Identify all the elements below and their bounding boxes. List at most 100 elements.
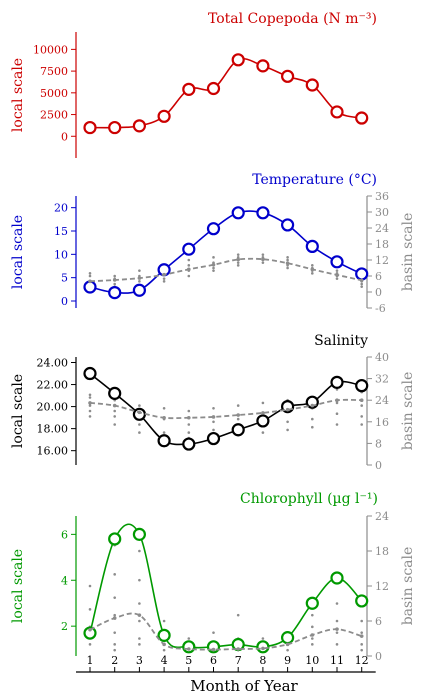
x-tick-label: 1	[87, 654, 94, 667]
x-tick-label: 11	[330, 654, 344, 667]
local-series-point	[83, 366, 97, 381]
left-tick-label: 15	[54, 225, 68, 238]
local-series-point	[108, 386, 122, 400]
basin-series-line	[89, 398, 362, 420]
basin-series-point	[112, 278, 117, 282]
local-series-point	[305, 78, 319, 92]
local-series-point	[231, 53, 245, 67]
local-series-point	[206, 222, 221, 236]
chart-title: Salinity	[314, 333, 368, 349]
basin-point	[311, 643, 314, 646]
basin-point	[360, 282, 364, 286]
local-series-line	[89, 523, 363, 649]
basin-point	[286, 420, 289, 424]
basin-point	[138, 602, 141, 605]
basin-series-point	[359, 398, 364, 403]
basin-series-point	[137, 410, 142, 415]
basin-point	[113, 596, 116, 599]
basin-point	[88, 409, 92, 413]
basin-point	[88, 415, 92, 418]
local-series-point	[83, 626, 97, 640]
local-series-point	[355, 267, 369, 281]
basin-series-point	[335, 398, 339, 403]
left-axis-label: local scale	[10, 549, 26, 623]
right-tick-label: 24	[375, 510, 389, 523]
basin-series-point	[211, 647, 216, 652]
left-tick-label: 2500	[40, 109, 68, 122]
panel-1: Temperature (°C) 0 5 10 15 20 local scale -6 0 6 1…	[10, 172, 416, 315]
basin-point	[360, 285, 364, 288]
basin-point	[236, 613, 240, 617]
local-series-point	[182, 242, 196, 256]
right-axis-label: basin scale	[400, 213, 416, 292]
x-tick-label: 9	[284, 654, 291, 667]
basin-point	[212, 428, 215, 432]
basin-point	[286, 258, 289, 262]
basin-series-point	[162, 415, 166, 420]
basin-point	[311, 425, 314, 429]
right-tick-label: 32	[375, 373, 389, 386]
chart-title: Total Copepoda (N m⁻³)	[208, 11, 377, 27]
right-tick-label: 30	[375, 206, 389, 219]
basin-series-point	[285, 642, 290, 647]
local-series-point	[108, 532, 122, 546]
basin-series-point	[236, 413, 240, 417]
basin-point	[187, 258, 191, 262]
left-tick-label: 4	[61, 574, 68, 587]
basin-series-point	[137, 276, 142, 280]
basin-point	[138, 619, 141, 623]
local-series-point	[132, 407, 146, 421]
basin-point	[261, 253, 265, 256]
x-tick-label: 5	[185, 654, 192, 667]
panel-0: Total Copepoda (N m⁻³) 0 2500 5000 7500 10000…	[10, 11, 377, 158]
local-series-point	[305, 239, 319, 253]
basin-point	[236, 253, 240, 256]
basin-point	[261, 431, 265, 434]
basin-point	[187, 637, 191, 640]
basin-series-point	[261, 257, 265, 262]
basin-series-point	[335, 627, 339, 631]
basin-point	[138, 423, 141, 426]
local-series-point	[231, 423, 245, 437]
right-tick-label: 18	[375, 238, 389, 251]
local-series-point	[256, 414, 270, 428]
local-series-point	[330, 571, 344, 585]
basin-point	[360, 415, 364, 418]
basin-point	[187, 264, 191, 267]
local-series-point	[157, 109, 171, 123]
local-series-point	[231, 206, 245, 220]
right-axis-label: basin scale	[400, 372, 416, 451]
basin-point	[360, 404, 364, 407]
right-tick-label: 0	[375, 286, 382, 299]
basin-series-point	[236, 647, 240, 651]
x-tick-label: 10	[305, 654, 319, 667]
right-tick-label: 36	[375, 190, 389, 203]
basin-point	[113, 409, 116, 413]
basin-point	[335, 619, 339, 623]
x-axis-title: Month of Year	[190, 677, 298, 695]
basin-point	[360, 619, 364, 623]
basin-point	[88, 274, 92, 278]
left-tick-label: 7500	[40, 65, 68, 78]
basin-point	[311, 417, 314, 421]
local-series-point	[83, 280, 97, 294]
panel-2: Salinity 16.00 18.00 20.00 22.00 24.00 local s…	[10, 333, 416, 472]
x-axis: 1 2 3 4 5 6 7 8 9 10 11 12	[76, 654, 376, 673]
basin-point	[138, 643, 141, 646]
basin-point	[360, 648, 364, 652]
local-series-point	[132, 283, 146, 297]
basin-point	[335, 412, 339, 416]
basin-point	[162, 407, 166, 410]
basin-point	[162, 619, 166, 623]
local-series-point	[206, 431, 221, 446]
local-series-point	[281, 218, 295, 232]
right-tick-label: 8	[375, 437, 382, 450]
basin-point	[212, 631, 215, 634]
left-tick-label: 5	[61, 272, 68, 285]
chart-title: Chlorophyll (µg l⁻¹)	[240, 491, 378, 507]
basin-point	[138, 637, 141, 640]
basin-point	[335, 631, 339, 634]
basin-point	[360, 423, 364, 426]
basin-point	[88, 404, 92, 407]
